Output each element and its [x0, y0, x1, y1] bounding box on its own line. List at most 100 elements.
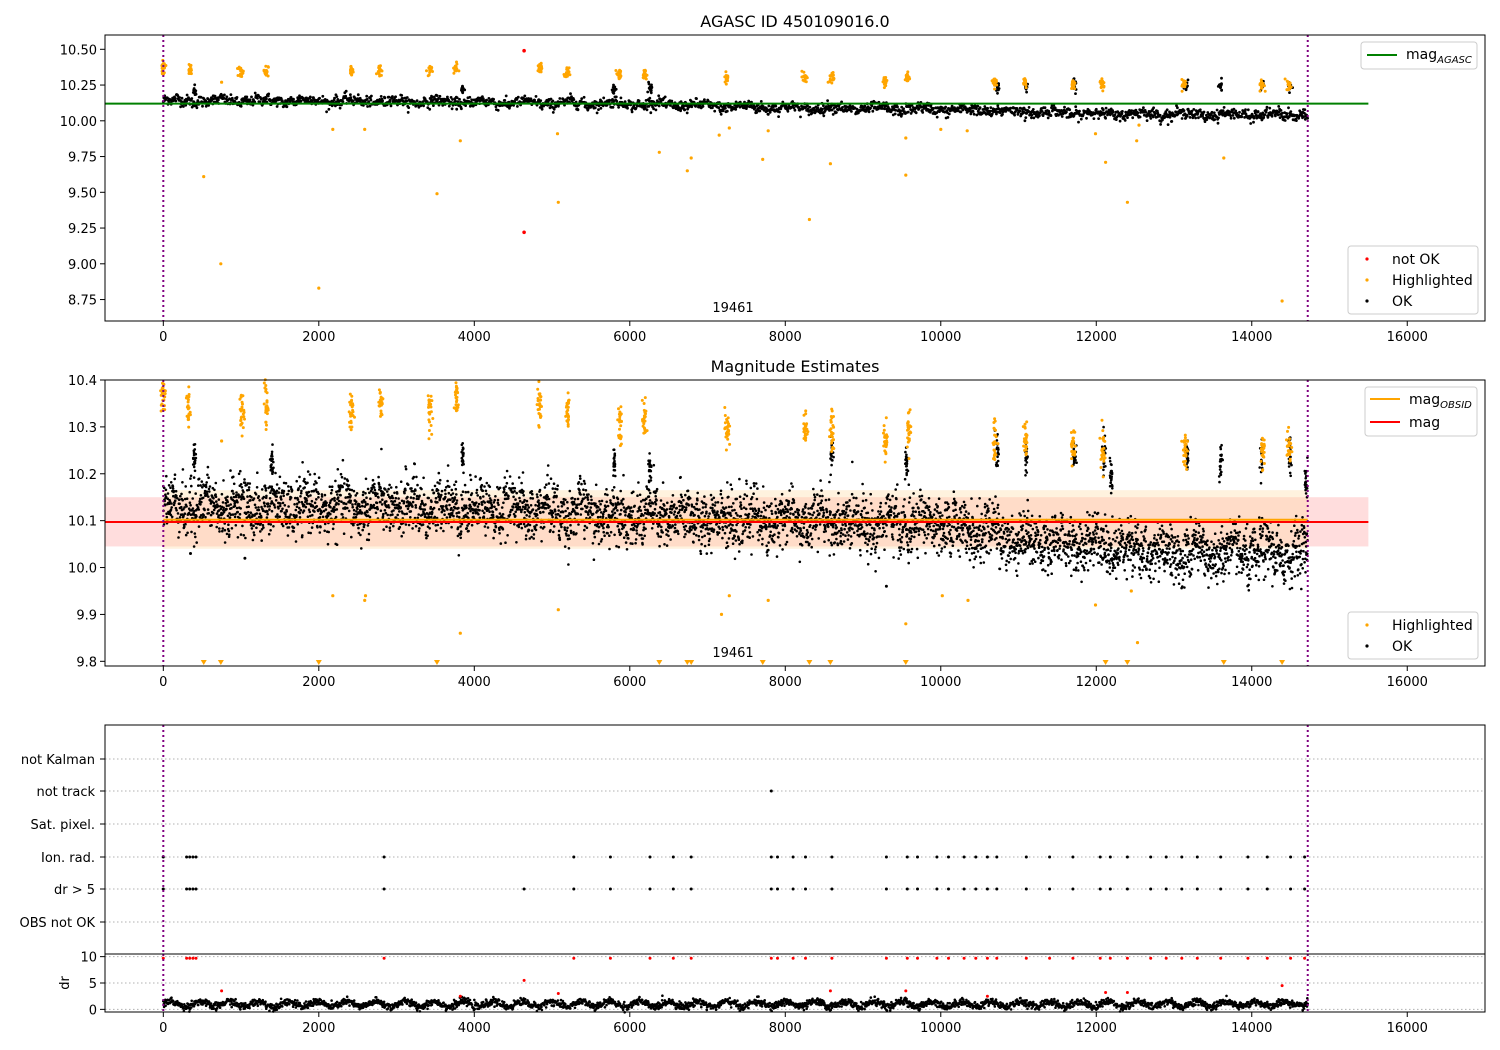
ok-point [1118, 119, 1122, 123]
ok-point [453, 99, 457, 103]
ok-point [392, 509, 395, 512]
ok-point [298, 485, 302, 488]
ok-point [520, 481, 523, 485]
ok-point [222, 479, 225, 482]
ok-point [573, 497, 577, 501]
ok-point [501, 527, 505, 531]
ok-point [335, 508, 339, 511]
ok-point [367, 532, 371, 536]
ok-point [523, 511, 527, 514]
ok-point [587, 513, 590, 516]
ok-point [560, 525, 563, 529]
ok-point [589, 495, 593, 498]
ok-point [534, 503, 537, 507]
ok-point [524, 534, 528, 537]
ok-point [581, 507, 584, 511]
highlighted-outlier [1135, 139, 1139, 143]
ok-point [557, 529, 561, 533]
ok-point [307, 508, 311, 512]
ok-point [706, 99, 710, 103]
ok-point [253, 533, 256, 537]
ok-point [311, 513, 314, 517]
ok-point [231, 513, 235, 516]
ok-point [398, 510, 401, 513]
ok-point [258, 100, 262, 104]
ok-point [278, 515, 282, 518]
ok-point [303, 486, 307, 489]
ok-point [188, 490, 191, 494]
ok-point [652, 107, 655, 111]
ok-point [469, 104, 473, 108]
highlighted-outlier [331, 127, 335, 131]
ok-point [243, 481, 247, 485]
ok-point [199, 494, 203, 497]
ok-point [1149, 117, 1153, 120]
ok-point [902, 107, 905, 111]
ok-point [437, 508, 441, 511]
ok-point [230, 506, 233, 510]
ok-point [300, 489, 303, 493]
ok-point [286, 534, 290, 537]
ok-point [1136, 111, 1140, 115]
ok-point [344, 502, 348, 506]
ok-point [430, 511, 434, 515]
ok-point [278, 475, 282, 479]
ok-point [181, 498, 184, 502]
ok-point [177, 536, 180, 539]
ok-point [354, 515, 358, 519]
ok-point [614, 95, 618, 99]
ok-point [417, 529, 421, 533]
ok-point [635, 104, 639, 108]
legend-not-ok-marker [1365, 257, 1369, 261]
ok-point [484, 534, 487, 537]
ok-point [366, 487, 370, 491]
ok-point [1176, 106, 1179, 110]
ok-point [371, 478, 375, 482]
highlighted-point [425, 69, 428, 73]
ok-point [269, 529, 272, 532]
panel-agasc-title: AGASC ID 450109016.0 [700, 12, 889, 31]
ok-point [299, 495, 302, 498]
ok-point [461, 490, 465, 494]
ok-point [586, 107, 590, 110]
ok-point [570, 95, 573, 98]
ok-point [426, 106, 430, 109]
ok-point [415, 99, 419, 103]
ok-point [1166, 123, 1170, 126]
ok-point [553, 491, 556, 494]
ok-point [538, 506, 542, 509]
ok-point [549, 97, 553, 101]
highlighted-point [884, 76, 888, 79]
ok-point [223, 528, 227, 532]
ok-point [365, 94, 369, 98]
highlighted-point [1288, 82, 1292, 86]
ok-point [194, 89, 198, 93]
highlighted-outlier [458, 139, 462, 143]
ok-point [339, 493, 342, 497]
ok-point [170, 515, 174, 519]
ok-point [326, 542, 330, 546]
ok-point [493, 530, 497, 533]
ok-point [262, 495, 266, 499]
ok-point [370, 94, 373, 98]
ok-point [487, 97, 491, 100]
ok-point [779, 107, 783, 111]
ok-point [1145, 119, 1149, 122]
ok-point [221, 529, 224, 533]
highlighted-point [455, 60, 458, 64]
ok-point [556, 505, 560, 508]
ok-point [450, 107, 454, 111]
ok-point [211, 511, 215, 515]
ok-point [302, 503, 306, 507]
ok-point [329, 491, 333, 495]
ok-point [282, 489, 286, 493]
ok-point [516, 502, 520, 505]
ok-point [277, 487, 281, 490]
highlighted-outlier [1137, 123, 1141, 127]
ok-point [460, 107, 463, 111]
ok-point [277, 507, 280, 510]
ok-point [320, 495, 324, 498]
ok-point [200, 500, 203, 504]
ok-point [242, 534, 246, 537]
ok-point [1097, 117, 1100, 120]
